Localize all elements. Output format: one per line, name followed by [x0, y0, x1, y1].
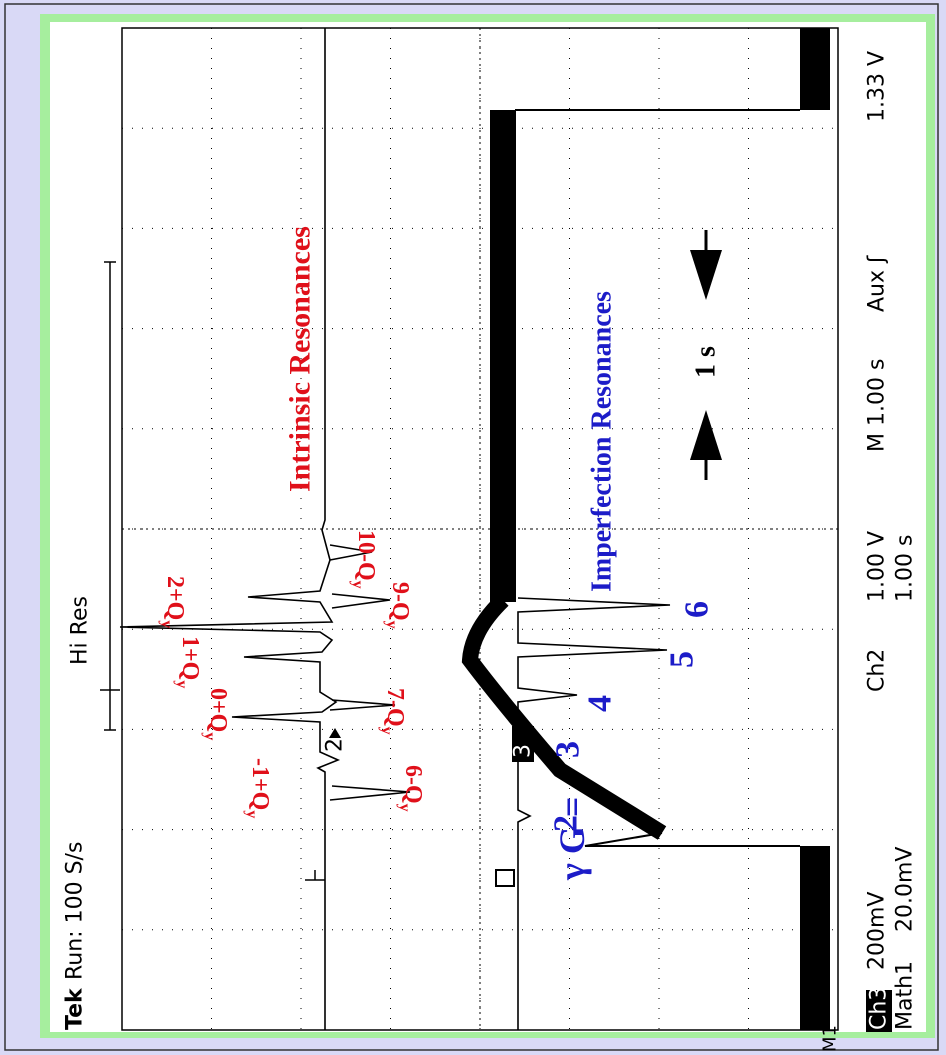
label-subscript: y: [244, 810, 261, 818]
ch2-scale: 1.00 V: [865, 531, 890, 602]
ch2-marker: 2: [323, 738, 348, 752]
math1-marker: M1: [820, 1025, 841, 1052]
intrinsic-label: -1+Qy: [244, 758, 274, 818]
imperfection-label: 4: [582, 695, 619, 712]
screenshot: 2 3 M1 Tek Run: 100 S/s Hi Res Ch3 200mV…: [0, 0, 946, 1055]
timebase: M 1.00 s: [865, 359, 890, 452]
intrinsic-title: Intrinsic Resonances: [284, 226, 317, 492]
imperfection-title: Imperfection Resonances: [587, 291, 618, 592]
ch3-marker: 3: [511, 744, 536, 758]
math1-scale: 20.0mV: [893, 847, 918, 932]
trigger-source: Aux ʃ: [865, 255, 890, 312]
intrinsic-label: 10-Qy: [350, 530, 380, 589]
trigger-level: 1.33 V: [865, 51, 890, 122]
imperfection-label: 5: [664, 651, 701, 668]
label-subscript: y: [202, 732, 219, 740]
run-status: Run: 100 S/s: [63, 842, 88, 980]
ch3-high-bottom: [800, 846, 830, 1030]
label-base: 2+Q: [162, 576, 188, 620]
label-base: 9-Q: [387, 582, 413, 621]
scope-screen: [50, 22, 926, 1032]
label-subscript: y: [174, 680, 191, 688]
math1-time: 1.00 s: [893, 535, 918, 602]
label-base: 7-Q: [382, 688, 408, 727]
label-base: 0+Q: [205, 688, 231, 732]
ch3-band: [490, 110, 516, 602]
label-base: 1+Q: [177, 636, 203, 680]
ch3-high-top: [800, 28, 830, 110]
label-subscript: y: [350, 581, 367, 589]
ch2-readout: Ch2: [865, 649, 890, 692]
page: { "header": {"brand": "Tek", "status": "…: [0, 0, 946, 1055]
label-base: -1+Q: [247, 758, 273, 810]
label-subscript: y: [397, 804, 414, 812]
imperfection-label: 2: [548, 815, 585, 832]
math1-readout: Math1: [893, 961, 918, 1030]
imperfection-label: 6: [679, 601, 716, 618]
brand: Tek: [63, 987, 88, 1030]
label-subscript: y: [159, 620, 176, 628]
label-base: 6-Q: [400, 765, 426, 804]
time-span: 1 s: [691, 346, 722, 378]
ch3-readout: Ch3: [867, 987, 892, 1030]
imperfection-label: 3: [550, 741, 587, 758]
acq-mode: Hi Res: [68, 596, 93, 665]
label-subscript: y: [379, 727, 396, 735]
label-base: 10-Q: [353, 530, 379, 581]
label-subscript: y: [384, 621, 401, 629]
ch3-scale: 200mV: [865, 892, 890, 970]
gamma-label: γ G =: [552, 797, 592, 881]
